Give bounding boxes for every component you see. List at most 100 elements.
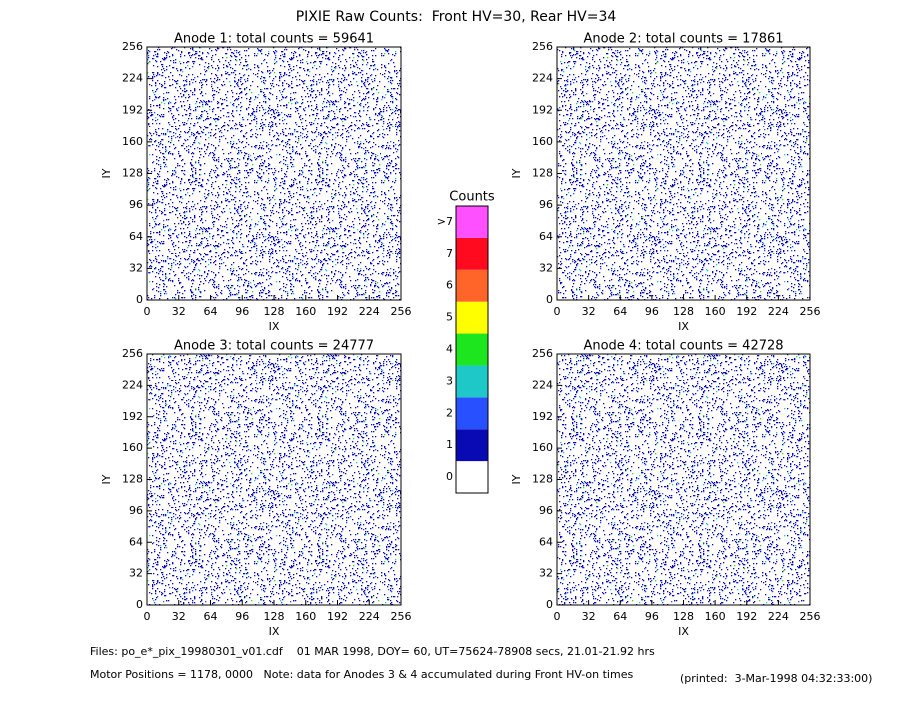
x-tick-label: 0 (144, 305, 151, 318)
y-tick-label: 32 (129, 567, 143, 580)
y-tick-label: 128 (122, 167, 143, 180)
x-tick-label: 160 (295, 305, 316, 318)
y-axis-label: IY (100, 474, 113, 484)
panel-title: Anode 2: total counts = 17861 (583, 32, 783, 47)
x-tick-label: 192 (327, 610, 348, 623)
x-tick-label: 64 (613, 305, 627, 318)
colorbar-label: 6 (446, 279, 453, 292)
x-tick-label: 128 (264, 305, 285, 318)
colorbar-title: Counts (449, 190, 495, 205)
y-tick-label: 64 (129, 535, 143, 548)
y-tick-label: 128 (122, 473, 143, 486)
y-tick-label: 192 (122, 410, 143, 423)
colorbar-swatch (456, 397, 488, 430)
y-tick-label: 224 (122, 378, 143, 391)
x-tick-label: 256 (391, 305, 412, 318)
x-tick-label: 128 (673, 610, 694, 623)
heatmap-image (147, 354, 401, 605)
y-tick-label: 192 (122, 103, 143, 116)
colorbar-swatch (456, 333, 488, 366)
heatmap-image (147, 47, 401, 300)
colorbar-swatch (456, 269, 488, 302)
colorbar-swatch (456, 206, 488, 238)
x-tick-label: 96 (235, 610, 249, 623)
x-axis-label: IX (269, 625, 280, 638)
x-tick-label: 224 (768, 610, 789, 623)
colorbar-label: 2 (446, 406, 453, 419)
y-tick-label: 96 (129, 504, 143, 517)
y-tick-label: 32 (539, 261, 553, 274)
y-tick-label: 256 (532, 40, 553, 53)
y-tick-label: 32 (129, 261, 143, 274)
colorbar-swatch (456, 365, 488, 398)
x-tick-label: 160 (705, 610, 726, 623)
y-tick-label: 128 (532, 473, 553, 486)
x-tick-label: 32 (582, 305, 596, 318)
y-tick-label: 160 (532, 441, 553, 454)
footer-files: Files: po_e*_pix_19980301_v01.cdf 01 MAR… (90, 645, 655, 658)
x-tick-label: 256 (800, 305, 821, 318)
x-tick-label: 64 (204, 610, 218, 623)
x-tick-label: 96 (645, 305, 659, 318)
y-tick-label: 160 (122, 441, 143, 454)
panel-title: Anode 4: total counts = 42728 (583, 339, 783, 354)
colorbar-label: 4 (446, 343, 453, 356)
y-tick-label: 224 (532, 72, 553, 85)
x-tick-label: 64 (204, 305, 218, 318)
y-tick-label: 64 (539, 230, 553, 243)
y-tick-label: 64 (539, 535, 553, 548)
colorbar-label: 3 (446, 374, 453, 387)
footer-motor: Motor Positions = 1178, 0000 Note: data … (90, 668, 633, 681)
y-tick-label: 256 (532, 347, 553, 360)
x-tick-label: 96 (235, 305, 249, 318)
x-tick-label: 96 (645, 610, 659, 623)
x-tick-label: 256 (800, 610, 821, 623)
y-tick-label: 32 (539, 567, 553, 580)
heatmap-image (557, 47, 810, 300)
y-tick-label: 0 (546, 598, 553, 611)
colorbar-swatch (456, 237, 488, 270)
colorbar-label: 5 (446, 311, 453, 324)
x-tick-label: 224 (359, 610, 380, 623)
colorbar-label: 0 (446, 470, 453, 483)
panel-title: Anode 1: total counts = 59641 (174, 32, 374, 47)
x-tick-label: 192 (327, 305, 348, 318)
x-axis-label: IX (269, 320, 280, 333)
y-tick-label: 96 (539, 198, 553, 211)
x-tick-label: 32 (582, 610, 596, 623)
colorbar-label: >7 (437, 215, 453, 228)
y-tick-label: 160 (532, 135, 553, 148)
y-tick-label: 224 (122, 72, 143, 85)
heatmap-image (557, 354, 810, 605)
y-tick-label: 128 (532, 167, 553, 180)
x-tick-label: 224 (768, 305, 789, 318)
x-tick-label: 0 (144, 610, 151, 623)
x-tick-label: 160 (295, 610, 316, 623)
colorbar-swatch (456, 429, 488, 462)
x-tick-label: 160 (705, 305, 726, 318)
y-tick-label: 192 (532, 103, 553, 116)
y-tick-label: 160 (122, 135, 143, 148)
colorbar-swatch (456, 461, 488, 493)
x-axis-label: IX (678, 320, 689, 333)
colorbar-label: 7 (446, 247, 453, 260)
y-tick-label: 96 (129, 198, 143, 211)
x-tick-label: 128 (264, 610, 285, 623)
x-tick-label: 32 (172, 610, 186, 623)
panel-title: Anode 3: total counts = 24777 (174, 339, 374, 354)
colorbar-label: 1 (446, 438, 453, 451)
x-tick-label: 64 (613, 610, 627, 623)
page-title: PIXIE Raw Counts: Front HV=30, Rear HV=3… (296, 9, 617, 25)
x-tick-label: 224 (359, 305, 380, 318)
x-tick-label: 32 (172, 305, 186, 318)
y-tick-label: 256 (122, 40, 143, 53)
y-tick-label: 64 (129, 230, 143, 243)
y-axis-label: IY (510, 474, 523, 484)
x-axis-label: IX (678, 625, 689, 638)
y-tick-label: 224 (532, 378, 553, 391)
y-axis-label: IY (510, 168, 523, 178)
x-tick-label: 128 (673, 305, 694, 318)
y-tick-label: 0 (136, 598, 143, 611)
y-tick-label: 0 (136, 293, 143, 306)
